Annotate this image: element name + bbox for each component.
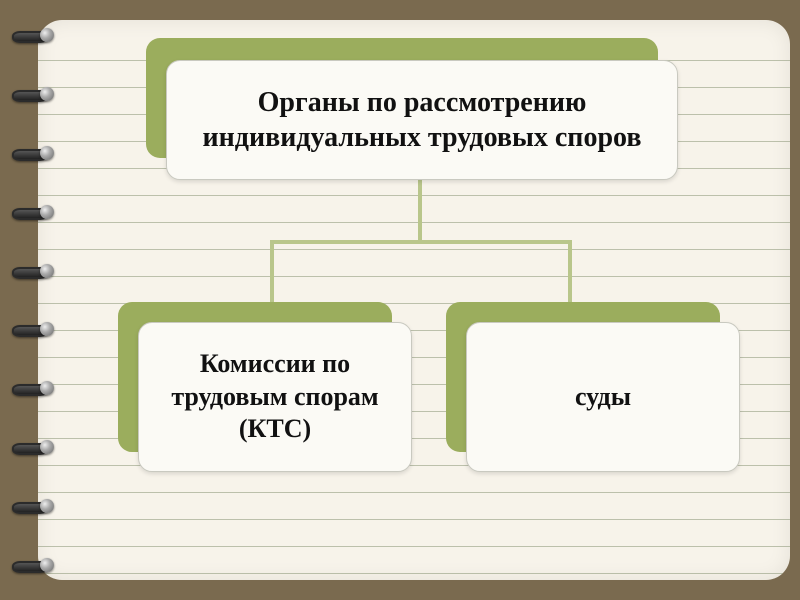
ring-icon <box>12 322 52 336</box>
ring-icon <box>12 499 52 513</box>
root-node-label: Органы по рассмотрению индивидуальных тр… <box>181 85 663 155</box>
connector-hbar <box>270 240 572 244</box>
child-node-label-courts: суды <box>575 381 631 414</box>
ring-icon <box>12 146 52 160</box>
child-node-courts: суды <box>466 322 740 472</box>
ring-icon <box>12 87 52 101</box>
ring-icon <box>12 28 52 42</box>
notepaper: Органы по рассмотрению индивидуальных тр… <box>38 20 790 580</box>
org-chart: Органы по рассмотрению индивидуальных тр… <box>38 20 790 580</box>
child-node-kts: Комиссии по трудовым спорам (КТС) <box>138 322 412 472</box>
connector-trunk <box>418 180 422 240</box>
child-node-label-kts: Комиссии по трудовым спорам (КТС) <box>153 348 397 446</box>
ring-icon <box>12 558 52 572</box>
ring-icon <box>12 440 52 454</box>
connector-right <box>568 240 572 302</box>
outer-frame: Органы по рассмотрению индивидуальных тр… <box>0 0 800 600</box>
root-node: Органы по рассмотрению индивидуальных тр… <box>166 60 678 180</box>
ring-icon <box>12 381 52 395</box>
ring-icon <box>12 205 52 219</box>
connector-left <box>270 240 274 302</box>
ring-icon <box>12 264 52 278</box>
spiral-rings <box>12 28 52 572</box>
